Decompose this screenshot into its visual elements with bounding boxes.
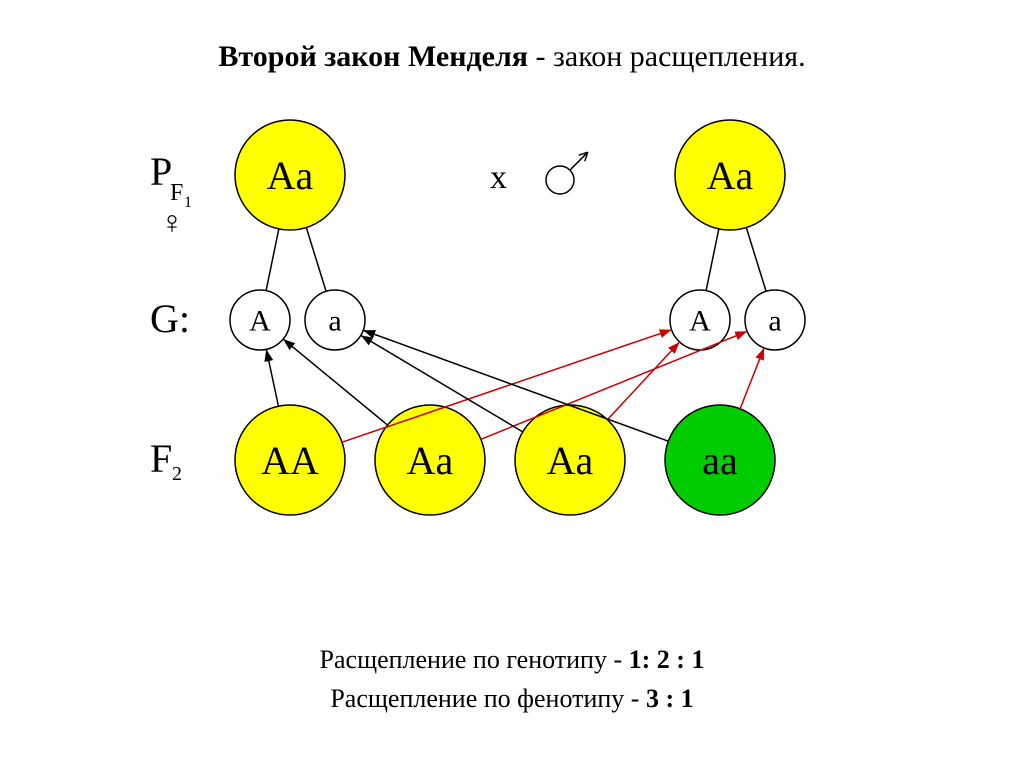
genetics-diagram: PF1♀G:F2xAaAaAaAaAAAaAaaa	[0, 100, 1024, 600]
row-label-f2-f: F	[150, 436, 172, 481]
cross-symbol: x	[490, 159, 507, 196]
phenotype-ratio: Расщепление по фенотипу - 3 : 1	[0, 679, 1024, 718]
diagram-page: Второй закон Менделя - закон расщепления…	[0, 0, 1024, 767]
row-label-g: G:	[150, 296, 190, 341]
arr-o3-g3	[607, 342, 679, 420]
phenotype-label: Расщепление по фенотипу -	[330, 684, 646, 713]
offspring-1-label: AA	[261, 438, 319, 483]
gamete-2-label: a	[328, 305, 341, 338]
ratios-block: Расщепление по генотипу - 1: 2 : 1 Расще…	[0, 640, 1024, 718]
offspring-3-label: Aa	[547, 438, 594, 483]
arr-o1-g3	[342, 330, 672, 443]
phenotype-value: 3 : 1	[646, 684, 694, 713]
arr-o4-g4	[740, 348, 764, 409]
page-title: Второй закон Менделя - закон расщепления…	[0, 40, 1024, 74]
genotype-ratio: Расщепление по генотипу - 1: 2 : 1	[0, 640, 1024, 679]
row-label-f2-sub: 2	[172, 463, 182, 485]
genotype-value: 1: 2 : 1	[629, 645, 705, 674]
gamete-3-label: A	[689, 305, 711, 338]
line-p2-g4	[746, 228, 766, 292]
title-rest: - закон расщепления.	[528, 40, 806, 73]
parent-1-label: Aa	[267, 153, 314, 198]
genotype-label: Расщепление по генотипу -	[320, 645, 629, 674]
arr-o1-g1	[266, 349, 278, 406]
offspring-4-label: aa	[702, 438, 738, 483]
female-symbol: ♀	[160, 204, 184, 240]
gamete-1-label: A	[249, 305, 271, 338]
offspring-2-label: Aa	[407, 438, 454, 483]
line-p2-g3	[706, 229, 719, 291]
line-p1-g2	[306, 228, 326, 292]
parent-2-label: Aa	[707, 153, 754, 198]
row-label-p: P	[150, 149, 172, 194]
line-p1-g1	[266, 229, 279, 291]
gamete-4-label: a	[768, 305, 781, 338]
row-label-f1-f: F	[170, 180, 183, 206]
row-label-f1-sub: 1	[184, 194, 192, 211]
title-bold: Второй закон Менделя	[218, 40, 528, 73]
